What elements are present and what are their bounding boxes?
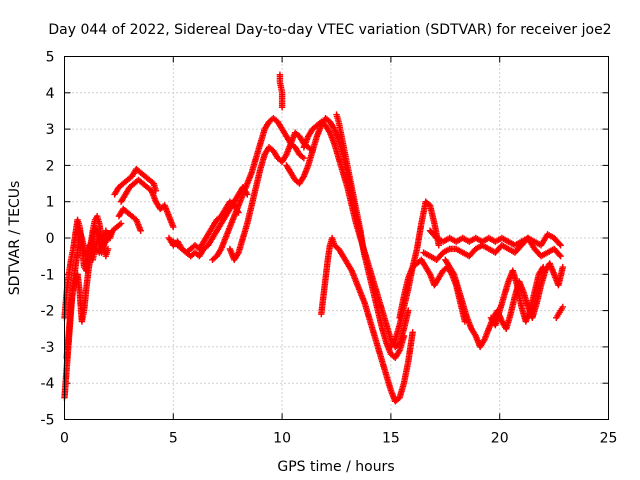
data-point [540, 263, 547, 271]
y-tick-label: 0 [46, 231, 55, 247]
series-arc-20 [426, 227, 564, 249]
series-arc-23 [553, 303, 567, 322]
data-point [117, 220, 125, 227]
series-arc-11 [226, 129, 316, 263]
data-point [361, 252, 368, 260]
series-arc-22 [487, 263, 547, 329]
y-tick-label: -3 [41, 340, 55, 356]
x-tick-label: 25 [600, 431, 618, 447]
data-point [137, 227, 144, 234]
data-points [61, 71, 567, 405]
y-tick-label: 5 [46, 50, 55, 66]
y-tick-label: 3 [46, 122, 55, 138]
series-arc-3 [63, 223, 116, 361]
y-tick-label: -5 [41, 413, 55, 429]
y-tick-label: 2 [46, 158, 55, 174]
data-point [300, 154, 308, 162]
y-tick-label: 4 [46, 86, 55, 102]
y-tick-label: -1 [41, 267, 55, 283]
y-tick-label: -2 [41, 304, 55, 320]
data-point [559, 263, 567, 271]
data-point [435, 242, 442, 249]
series-arc-17 [387, 198, 442, 351]
x-tick-label: 5 [169, 431, 178, 447]
series-arc-6 [117, 176, 177, 231]
data-point [170, 223, 177, 231]
data-point [409, 329, 416, 336]
data-point [556, 240, 563, 248]
data-point [556, 251, 563, 259]
y-axis: -5 -4 -3 -2 -1 0 1 2 3 4 5 [41, 50, 609, 429]
x-tick-label: 15 [382, 431, 400, 447]
series-arc-7 [115, 205, 144, 234]
x-tick-label: 0 [60, 431, 69, 447]
x-tick-label: 20 [491, 431, 509, 447]
series-arc-14 [300, 118, 412, 351]
y-tick-label: 1 [46, 195, 55, 211]
series-arc-4 [83, 220, 125, 267]
series-arc-10 [209, 115, 308, 263]
x-axis-label: GPS time / hours [277, 459, 394, 475]
data-point [278, 104, 286, 111]
series-arc-16 [318, 234, 416, 405]
series-arc-5 [111, 165, 160, 198]
x-tick-label: 10 [273, 431, 291, 447]
y-axis-label: SDTVAR / TECUs [7, 181, 23, 296]
chart-title: Day 044 of 2022, Sidereal Day-to-day VTE… [48, 22, 611, 38]
plot-frame [64, 56, 609, 420]
series-arc-21 [442, 256, 567, 351]
data-point [559, 303, 567, 311]
series-arc-15 [333, 111, 368, 260]
data-point [557, 252, 564, 260]
series-arc-12 [276, 71, 286, 111]
data-point [557, 242, 564, 249]
y-tick-label: -4 [41, 376, 55, 392]
